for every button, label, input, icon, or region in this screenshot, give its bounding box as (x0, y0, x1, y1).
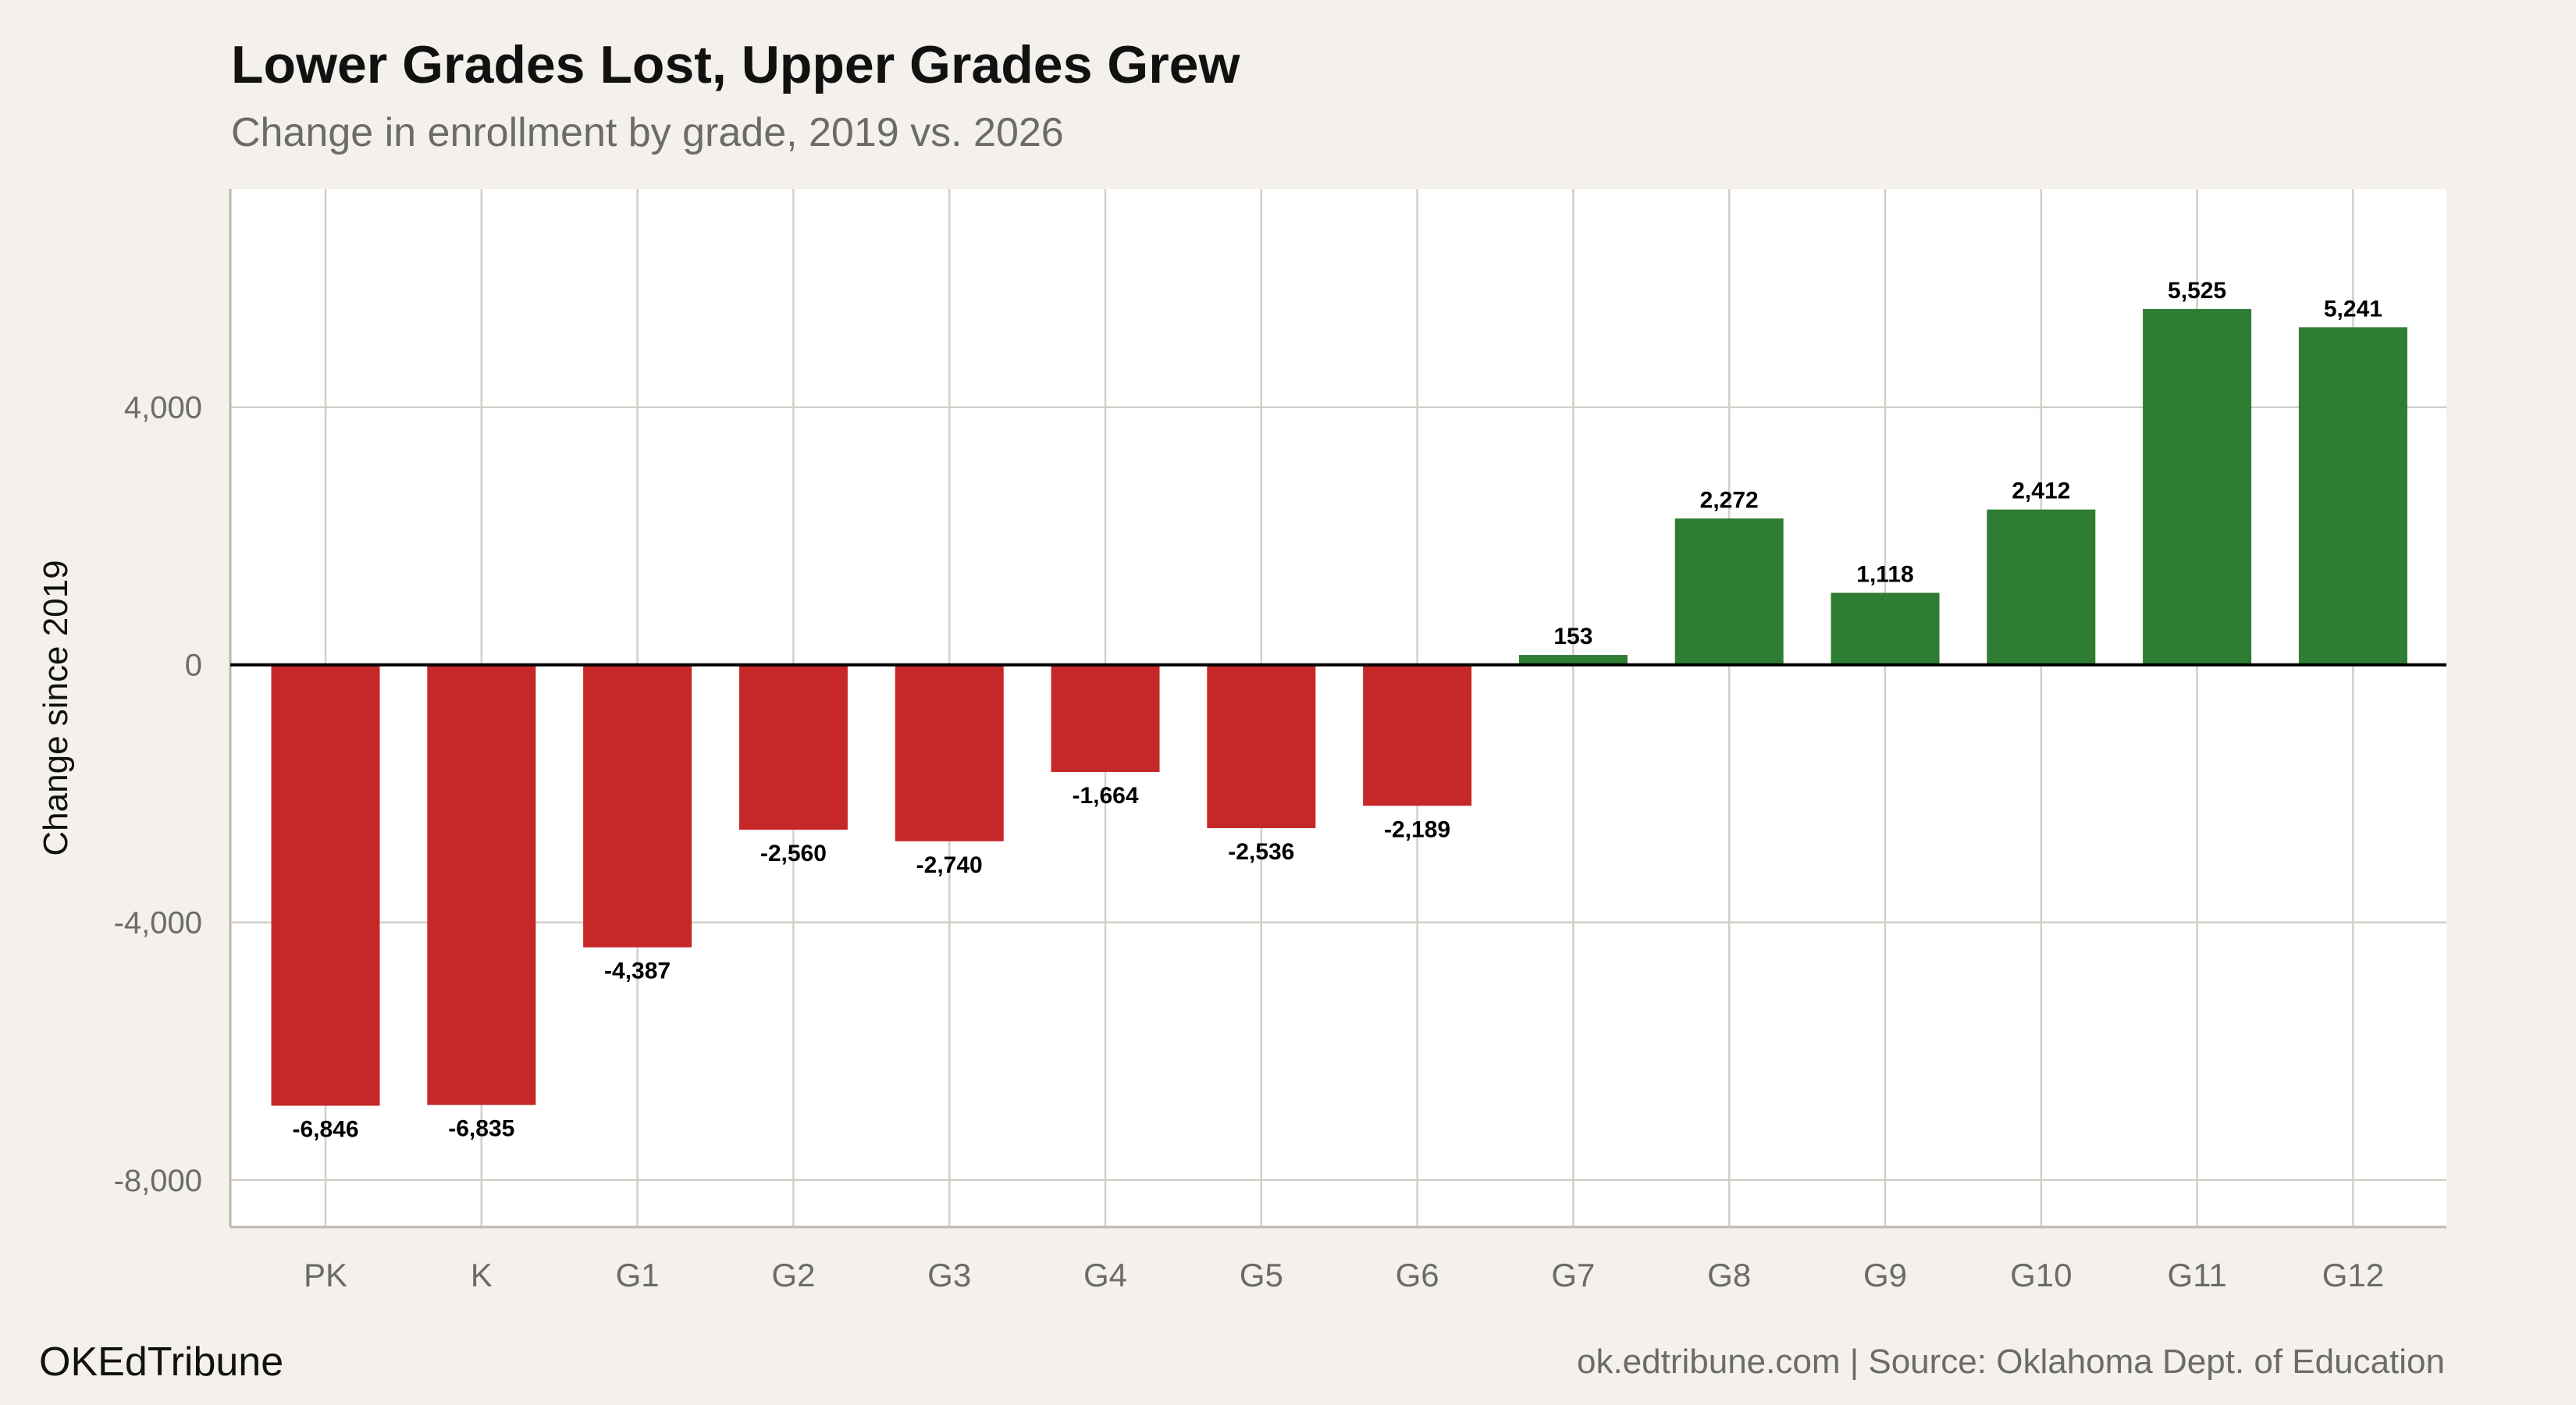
plot-area (230, 189, 2446, 1227)
bar-g11 (2143, 308, 2252, 665)
x-tick-label: PK (304, 1257, 347, 1293)
data-label: -1,664 (1072, 783, 1138, 809)
x-tick-label: G8 (1707, 1257, 1751, 1293)
data-label: -2,740 (916, 852, 983, 878)
source-credit: ok.edtribune.com | Source: Oklahoma Dept… (1576, 1343, 2445, 1381)
x-tick-label: G4 (1083, 1257, 1127, 1293)
data-label: 5,525 (2168, 278, 2226, 304)
bar-pk (271, 664, 380, 1106)
x-tick-label: G12 (2322, 1257, 2384, 1293)
data-label: 2,272 (1700, 487, 1759, 513)
data-label: 2,412 (2012, 478, 2070, 504)
data-label: -2,560 (760, 841, 827, 866)
data-label: 1,118 (1856, 561, 1913, 587)
data-label: -2,536 (1228, 839, 1294, 865)
bar-k (427, 664, 536, 1105)
bar-g1 (583, 664, 692, 948)
data-label: -6,846 (292, 1117, 358, 1143)
x-tick-label: K (471, 1257, 493, 1293)
bar-g7 (1518, 655, 1628, 665)
bar-g10 (1987, 509, 2096, 665)
bar-g5 (1207, 664, 1316, 828)
data-label: -2,189 (1384, 816, 1450, 842)
brand-logo-text: OKEdTribune (39, 1339, 284, 1385)
x-tick-label: G6 (1396, 1257, 1439, 1293)
bar-g4 (1051, 664, 1160, 773)
y-tick-label: 4,000 (124, 391, 202, 425)
x-tick-label: G11 (2167, 1257, 2226, 1293)
x-tick-label: G2 (771, 1257, 815, 1293)
bar-g3 (895, 664, 1004, 841)
y-tick-label: -4,000 (114, 906, 202, 941)
bar-g9 (1831, 592, 1940, 665)
x-tick-label: G5 (1240, 1257, 1283, 1293)
chart-subtitle: Change in enrollment by grade, 2019 vs. … (231, 110, 1064, 155)
x-tick-label: G1 (616, 1257, 660, 1293)
x-tick-label: G3 (927, 1257, 971, 1293)
y-tick-label: 0 (185, 649, 202, 683)
bar-g8 (1674, 518, 1784, 665)
chart-title: Lower Grades Lost, Upper Grades Grew (231, 35, 1240, 94)
bar-g6 (1363, 664, 1472, 806)
y-axis-title: Change since 2019 (37, 560, 75, 855)
data-label: -4,387 (604, 959, 671, 984)
x-tick-label: G10 (2010, 1257, 2072, 1293)
data-label: 5,241 (2324, 296, 2382, 322)
x-tick-label: G9 (1863, 1257, 1907, 1293)
data-label: 153 (1553, 624, 1592, 649)
bar-g2 (738, 664, 848, 830)
y-tick-label: -8,000 (114, 1164, 202, 1198)
x-tick-label: G7 (1551, 1257, 1595, 1293)
bar-g12 (2298, 327, 2407, 665)
data-label: -6,835 (448, 1116, 514, 1142)
